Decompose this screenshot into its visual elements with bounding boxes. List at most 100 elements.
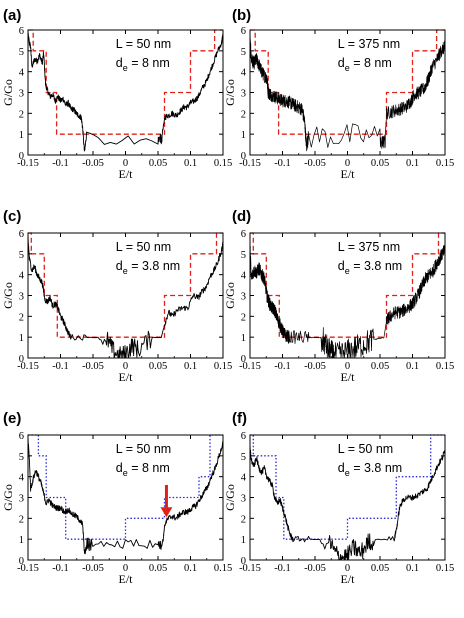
- annotation-diameter: de = 8 nm: [116, 56, 170, 73]
- x-tick-label: 0.05: [149, 158, 167, 169]
- annotation-value: = 8 nm: [128, 461, 170, 475]
- conductance-series: [249, 444, 446, 561]
- y-tick-label: 4: [19, 473, 25, 484]
- conductance-series: [249, 34, 446, 152]
- y-axis-label: G/Go: [1, 282, 15, 309]
- x-tick-label: 0.1: [406, 361, 419, 372]
- annotation-d: d: [338, 56, 345, 70]
- y-axis-label: G/Go: [223, 282, 237, 309]
- y-tick-label: 6: [19, 26, 24, 37]
- y-axis-label: G/Go: [223, 484, 237, 511]
- panel-e: (e) -0.15 -0.1 -0.05 0 0.05 0.1 0.15 0 1 2 3 4 5 6 E/t G…: [1, 410, 232, 586]
- x-tick-label: 0.1: [184, 563, 197, 574]
- annotation-length: L = 375 nm: [338, 37, 400, 51]
- y-tick-label: 5: [19, 47, 24, 58]
- x-axis-label: E/t: [119, 167, 134, 181]
- y-tick-label: 3: [19, 89, 24, 100]
- annotation-subscript: e: [123, 468, 128, 478]
- x-tick-label: 0: [345, 158, 350, 169]
- y-tick-label: 6: [241, 26, 246, 37]
- panel-label: (a): [3, 7, 21, 24]
- x-tick-label: -0.05: [82, 361, 104, 372]
- y-tick-label: 1: [241, 130, 246, 141]
- annotation-length: L = 50 nm: [116, 442, 171, 456]
- x-tick-label: 0.15: [214, 361, 232, 372]
- conductance-series: [27, 32, 224, 152]
- x-tick-label: 0.05: [371, 563, 389, 574]
- y-tick-label: 0: [241, 151, 246, 162]
- x-axis-label: E/t: [119, 370, 134, 384]
- reference-step-curve: [28, 29, 223, 135]
- y-tick-label: 1: [19, 535, 24, 546]
- y-axis-label: G/Go: [1, 79, 15, 106]
- y-tick-label: 2: [19, 312, 24, 323]
- y-tick-label: 0: [19, 151, 24, 162]
- x-tick-label: -0.05: [304, 361, 326, 372]
- y-tick-label: 6: [241, 431, 246, 442]
- x-tick-label: 0.1: [184, 361, 197, 372]
- y-tick-label: 5: [241, 452, 246, 463]
- y-tick-label: 4: [241, 68, 247, 79]
- y-axis-label: G/Go: [1, 484, 15, 511]
- y-tick-label: 4: [19, 68, 25, 79]
- y-tick-label: 1: [241, 535, 246, 546]
- annotation-subscript: e: [345, 266, 350, 276]
- annotation-subscript: e: [123, 266, 128, 276]
- panel-c: (c) -0.15 -0.1 -0.05 0 0.05 0.1 0.15 0 1 2 3 4 5 6 E/t G…: [1, 208, 232, 384]
- x-axis-label: E/t: [341, 370, 356, 384]
- x-tick-label: 0.15: [436, 563, 454, 574]
- x-tick-label: 0.1: [184, 158, 197, 169]
- panel-f: (f) -0.15 -0.1 -0.05 0 0.05 0.1 0.15 0 1 2 3 4 5 6 E/t G…: [223, 410, 454, 586]
- x-tick-label: 0.1: [406, 563, 419, 574]
- annotation-diameter: de = 3.8 nm: [116, 259, 180, 276]
- x-tick-label: 0: [123, 361, 128, 372]
- x-tick-label: 0: [345, 361, 350, 372]
- annotation-value: = 3.8 nm: [128, 259, 180, 273]
- x-tick-label: 0.05: [149, 361, 167, 372]
- x-tick-label: -0.15: [17, 563, 39, 574]
- y-tick-label: 4: [241, 473, 247, 484]
- x-tick-label: -0.05: [82, 158, 104, 169]
- y-tick-label: 1: [19, 130, 24, 141]
- panel-label: (c): [3, 208, 21, 225]
- y-tick-label: 0: [241, 354, 246, 365]
- annotation-value: = 8 nm: [350, 56, 392, 70]
- y-tick-label: 4: [19, 271, 25, 282]
- x-tick-label: -0.15: [17, 158, 39, 169]
- y-tick-label: 2: [19, 514, 24, 525]
- x-tick-label: -0.1: [52, 563, 69, 574]
- y-tick-label: 5: [19, 250, 24, 261]
- x-axis-label: E/t: [119, 572, 134, 586]
- annotation-length: L = 50 nm: [116, 37, 171, 51]
- x-axis-label: E/t: [341, 167, 356, 181]
- panel-label: (e): [3, 410, 21, 427]
- y-tick-label: 6: [241, 229, 246, 240]
- x-tick-label: 0.05: [149, 563, 167, 574]
- y-tick-label: 1: [19, 333, 24, 344]
- annotation-d: d: [338, 259, 345, 273]
- y-tick-label: 2: [241, 312, 246, 323]
- panel-b: (b) -0.15 -0.1 -0.05 0 0.05 0.1 0.15 0 1 2 3 4 5 6 E/t G…: [223, 7, 454, 181]
- y-tick-label: 5: [241, 47, 246, 58]
- x-tick-label: -0.15: [239, 361, 261, 372]
- annotation-diameter: de = 3.8 nm: [338, 259, 402, 276]
- x-tick-label: 0.1: [406, 158, 419, 169]
- annotation-d: d: [116, 259, 123, 273]
- y-tick-label: 2: [241, 514, 246, 525]
- x-tick-label: -0.1: [52, 158, 69, 169]
- x-tick-label: 0.15: [214, 158, 232, 169]
- panel-label: (d): [232, 208, 251, 225]
- x-tick-label: 0.05: [371, 158, 389, 169]
- annotation-d: d: [116, 461, 123, 475]
- x-tick-label: 0.05: [371, 361, 389, 372]
- y-tick-label: 2: [19, 109, 24, 120]
- x-tick-label: -0.1: [274, 361, 291, 372]
- y-tick-label: 2: [241, 109, 246, 120]
- y-tick-label: 5: [241, 250, 246, 261]
- panel-label: (b): [232, 7, 251, 24]
- x-tick-label: -0.1: [274, 563, 291, 574]
- annotation-length: L = 50 nm: [116, 240, 171, 254]
- y-tick-label: 3: [241, 292, 246, 303]
- x-axis-label: E/t: [341, 572, 356, 586]
